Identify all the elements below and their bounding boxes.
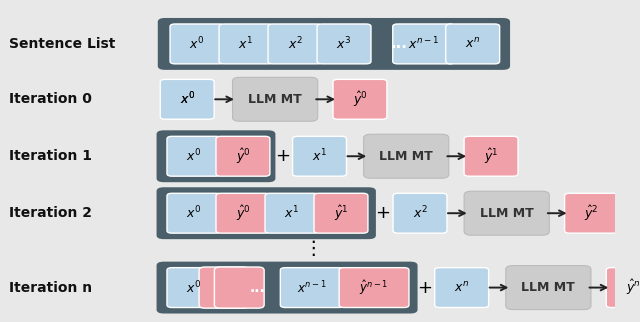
Text: $\hat{y}^0$: $\hat{y}^0$ <box>353 90 367 109</box>
Text: $x^1$: $x^1$ <box>312 148 327 165</box>
Text: Iteration 2: Iteration 2 <box>9 206 92 220</box>
Text: Iteration 1: Iteration 1 <box>9 149 92 163</box>
Text: $x^1$: $x^1$ <box>239 36 253 52</box>
Text: $x^0$: $x^0$ <box>180 91 195 108</box>
Text: $x^0$: $x^0$ <box>180 91 195 108</box>
FancyBboxPatch shape <box>232 77 317 121</box>
Text: $x^{n-1}$: $x^{n-1}$ <box>298 279 327 296</box>
Text: $x^n$: $x^n$ <box>454 280 469 295</box>
FancyBboxPatch shape <box>214 267 264 308</box>
Text: Iteration n: Iteration n <box>9 280 92 295</box>
Text: LLM MT: LLM MT <box>522 281 575 294</box>
Text: +: + <box>375 204 390 222</box>
FancyBboxPatch shape <box>606 268 640 308</box>
FancyBboxPatch shape <box>158 18 510 70</box>
FancyBboxPatch shape <box>393 24 454 64</box>
Text: +: + <box>275 147 290 165</box>
Text: Sentence List: Sentence List <box>9 37 115 51</box>
Text: ...: ... <box>250 280 266 295</box>
FancyBboxPatch shape <box>292 136 346 176</box>
FancyBboxPatch shape <box>219 24 273 64</box>
FancyBboxPatch shape <box>464 136 518 176</box>
FancyBboxPatch shape <box>167 268 221 308</box>
Text: $\hat{y}^0$: $\hat{y}^0$ <box>236 204 250 223</box>
Text: $x^0$: $x^0$ <box>186 205 202 222</box>
Text: $\hat{y}^n$: $\hat{y}^n$ <box>626 278 640 297</box>
FancyBboxPatch shape <box>167 136 221 176</box>
FancyBboxPatch shape <box>445 24 500 64</box>
FancyBboxPatch shape <box>157 130 275 182</box>
FancyBboxPatch shape <box>317 24 371 64</box>
Text: $x^2$: $x^2$ <box>413 205 428 222</box>
FancyBboxPatch shape <box>167 193 221 233</box>
FancyBboxPatch shape <box>333 79 387 119</box>
FancyBboxPatch shape <box>393 193 447 233</box>
Text: LLM MT: LLM MT <box>480 207 534 220</box>
Text: $x^{n-1}$: $x^{n-1}$ <box>408 36 439 52</box>
Text: $x^0$: $x^0$ <box>186 148 202 165</box>
FancyBboxPatch shape <box>157 187 376 239</box>
FancyBboxPatch shape <box>216 193 270 233</box>
FancyBboxPatch shape <box>506 266 591 309</box>
Text: +: + <box>417 279 432 297</box>
Text: $x^1$: $x^1$ <box>284 205 300 222</box>
Text: $\hat{y}^1$: $\hat{y}^1$ <box>333 204 348 223</box>
Text: $x^0$: $x^0$ <box>186 279 202 296</box>
FancyBboxPatch shape <box>364 134 449 178</box>
FancyBboxPatch shape <box>564 193 618 233</box>
FancyBboxPatch shape <box>160 79 214 119</box>
FancyBboxPatch shape <box>157 262 417 314</box>
Text: Iteration 0: Iteration 0 <box>9 92 92 106</box>
FancyBboxPatch shape <box>435 268 488 308</box>
Text: $\hat{y}^1$: $\hat{y}^1$ <box>484 147 499 166</box>
FancyBboxPatch shape <box>268 24 322 64</box>
FancyBboxPatch shape <box>265 193 319 233</box>
Text: $x^2$: $x^2$ <box>287 36 303 52</box>
FancyBboxPatch shape <box>170 24 224 64</box>
Text: $x^n$: $x^n$ <box>465 37 480 51</box>
Text: LLM MT: LLM MT <box>248 93 302 106</box>
FancyBboxPatch shape <box>464 191 549 235</box>
FancyBboxPatch shape <box>314 193 368 233</box>
Text: $x^3$: $x^3$ <box>337 36 351 52</box>
FancyBboxPatch shape <box>199 267 249 308</box>
Text: $\vdots$: $\vdots$ <box>303 238 316 258</box>
Text: LLM MT: LLM MT <box>380 150 433 163</box>
Text: $\hat{y}^2$: $\hat{y}^2$ <box>584 204 599 223</box>
Text: $\hat{y}^{n-1}$: $\hat{y}^{n-1}$ <box>360 278 388 297</box>
FancyBboxPatch shape <box>339 268 409 308</box>
Text: $\hat{y}^0$: $\hat{y}^0$ <box>236 147 250 166</box>
FancyBboxPatch shape <box>280 268 344 308</box>
Text: ...: ... <box>391 36 408 52</box>
Text: $x^0$: $x^0$ <box>189 36 205 52</box>
FancyBboxPatch shape <box>216 136 270 176</box>
